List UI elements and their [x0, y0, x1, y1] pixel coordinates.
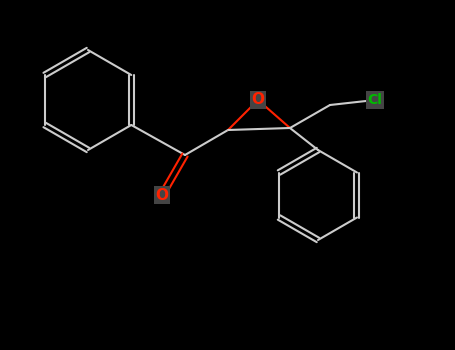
- Text: Cl: Cl: [368, 93, 383, 107]
- Text: O: O: [156, 188, 168, 203]
- Text: O: O: [252, 92, 264, 107]
